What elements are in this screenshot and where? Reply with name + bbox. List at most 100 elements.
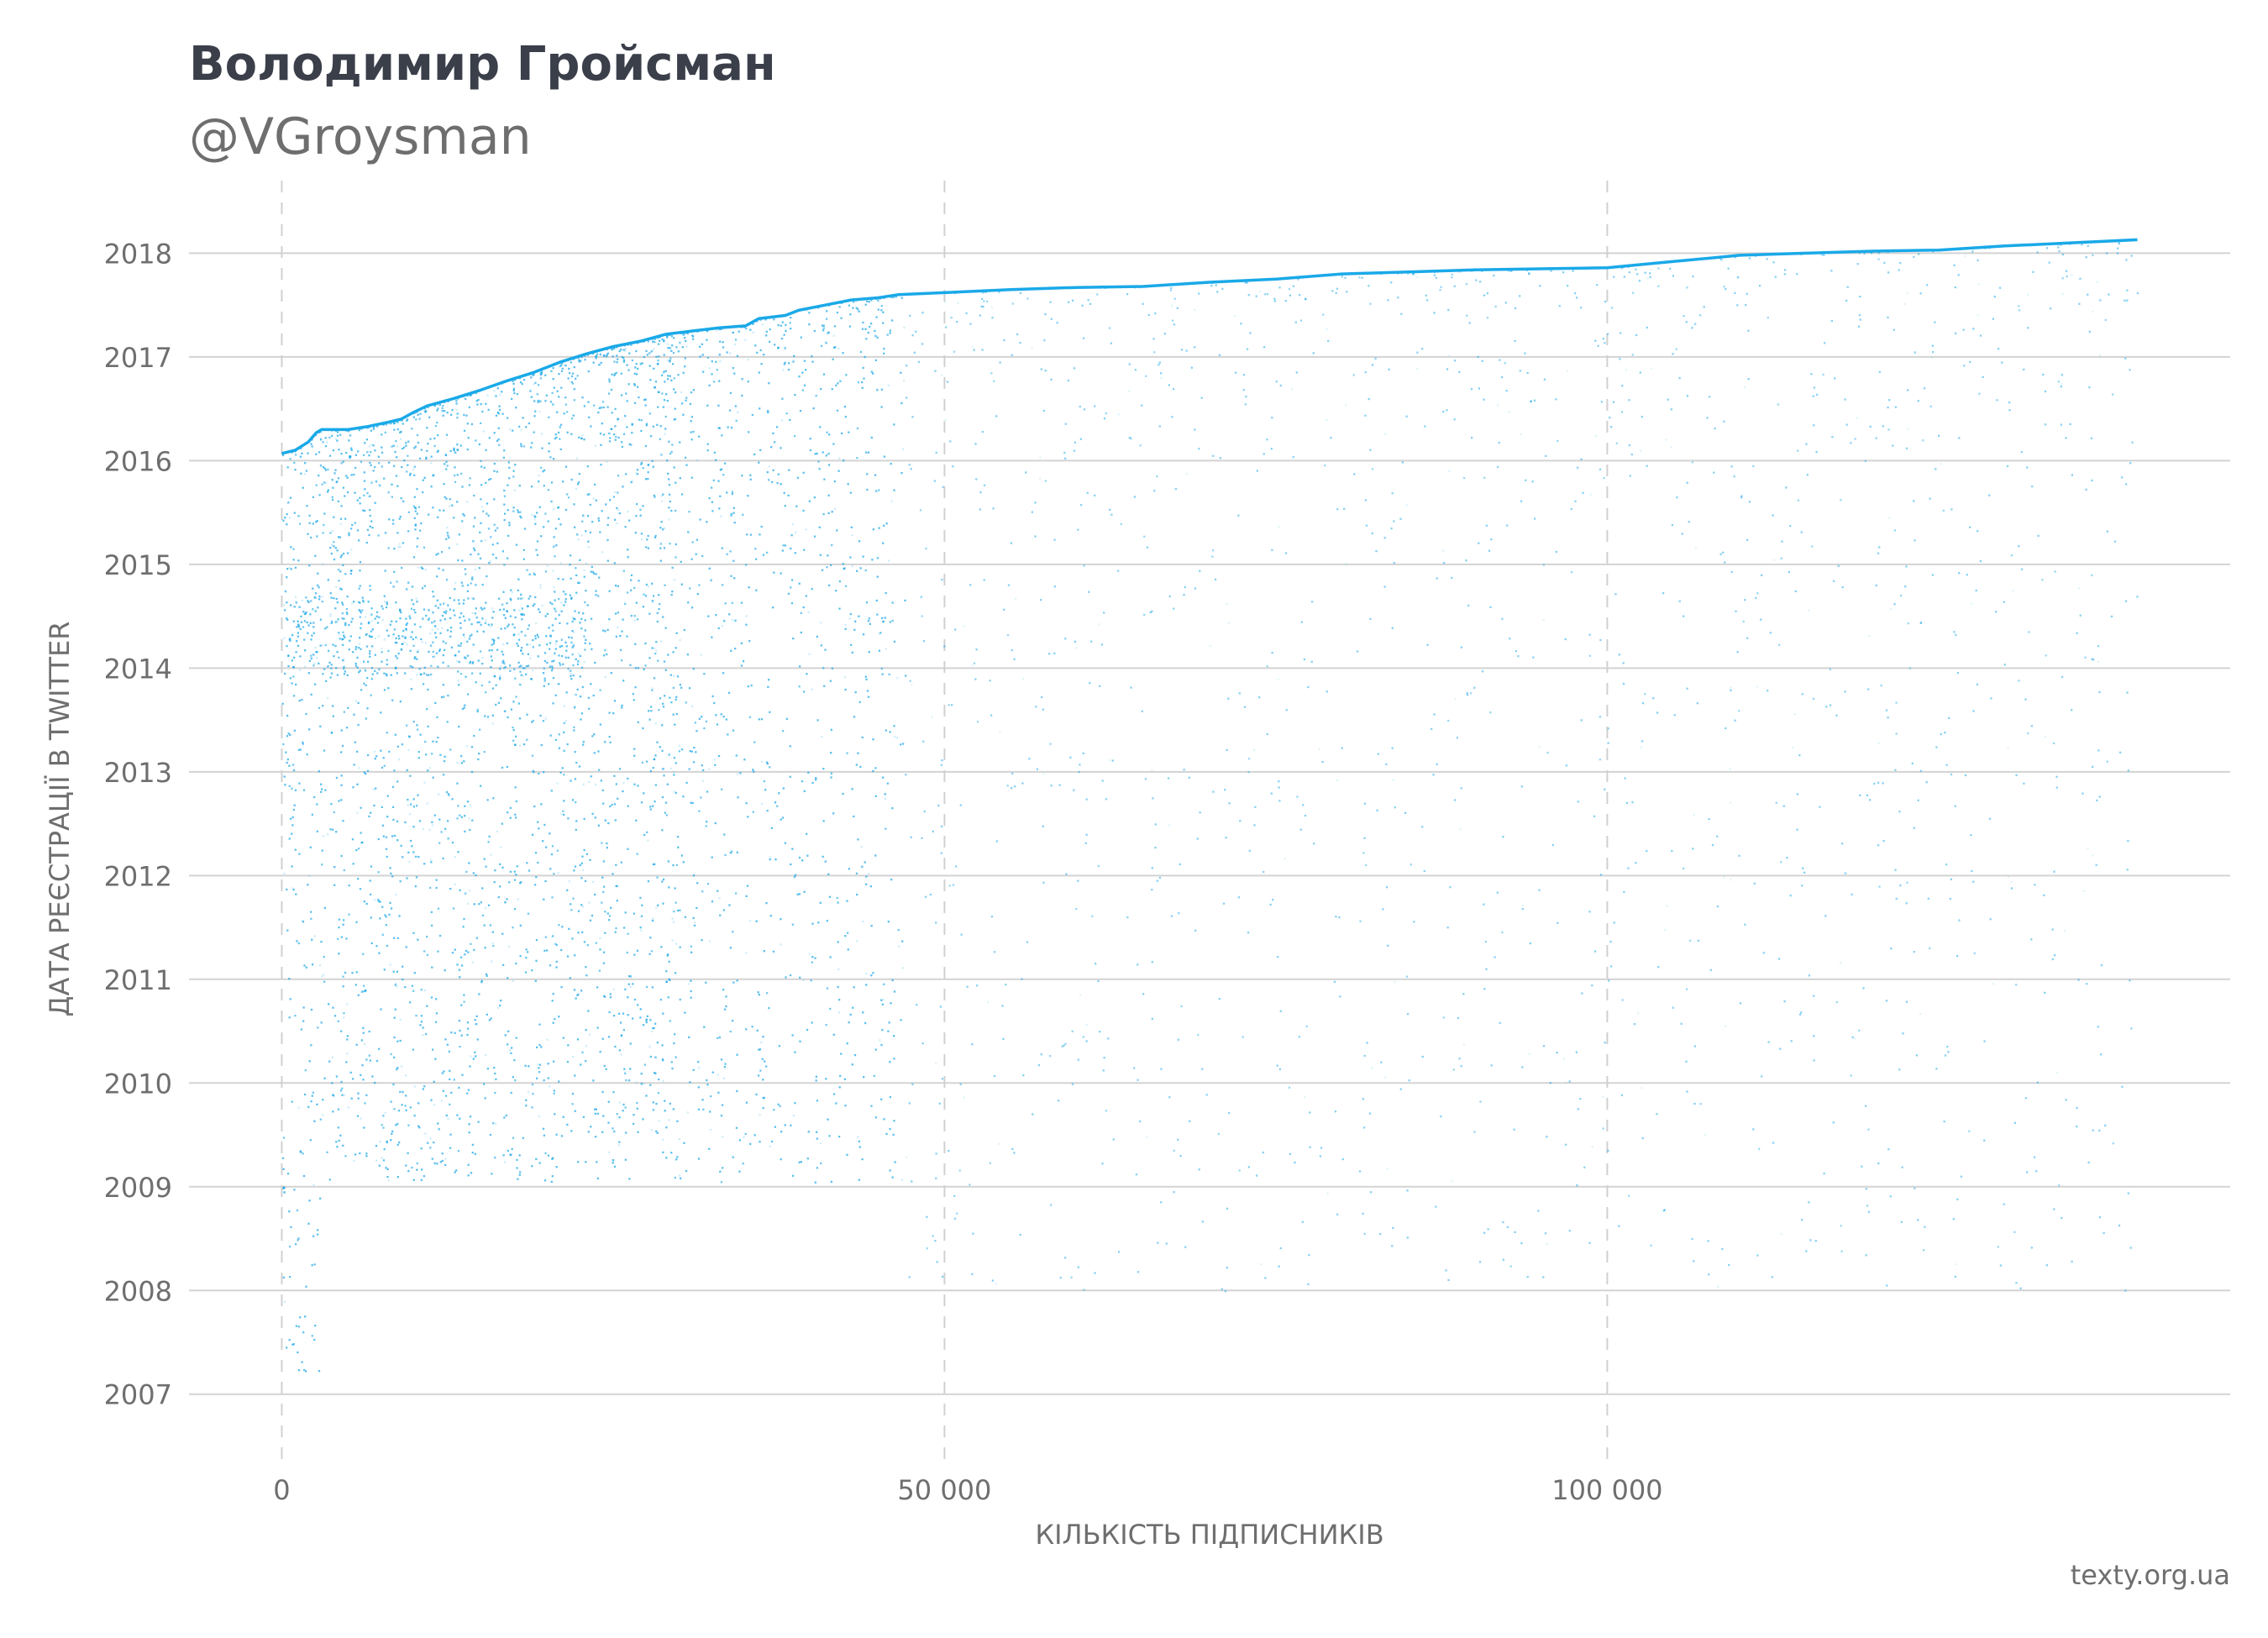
scatter-point <box>482 430 485 433</box>
scatter-point <box>1273 300 1276 302</box>
scatter-point <box>718 897 721 900</box>
scatter-point <box>574 865 577 868</box>
scatter-point <box>1199 811 1201 814</box>
scatter-point <box>1723 876 1725 879</box>
scatter-point <box>1442 549 1445 552</box>
scatter-point <box>1693 1102 1696 1105</box>
scatter-point <box>526 605 529 607</box>
scatter-point <box>668 1119 670 1121</box>
scatter-point <box>358 767 360 769</box>
scatter-point <box>1971 250 1974 253</box>
scatter-point <box>1151 769 1153 772</box>
scatter-point <box>839 1074 842 1077</box>
scatter-point <box>662 371 665 374</box>
scatter-point <box>1761 574 1763 576</box>
scatter-point <box>558 747 560 749</box>
scatter-point <box>719 914 722 916</box>
scatter-point <box>436 1163 438 1165</box>
scatter-point <box>370 444 373 446</box>
scatter-point <box>580 712 583 715</box>
scatter-point <box>499 394 501 396</box>
scatter-point <box>366 769 370 772</box>
scatter-point <box>1095 963 1097 965</box>
scatter-point <box>2118 243 2120 245</box>
scatter-point <box>678 1138 680 1141</box>
scatter-point <box>389 867 391 869</box>
scatter-point <box>598 519 601 522</box>
scatter-point <box>1537 1210 1540 1212</box>
scatter-point <box>890 500 893 502</box>
scatter-point <box>1234 315 1236 318</box>
scatter-point <box>981 431 984 433</box>
scatter-point <box>330 552 333 555</box>
scatter-point <box>381 824 385 827</box>
scatter-point <box>1406 504 1409 507</box>
scatter-point <box>749 478 752 480</box>
scatter-point <box>1640 746 1642 748</box>
scatter-point <box>308 522 311 524</box>
scatter-point <box>514 616 517 619</box>
scatter-point <box>454 883 456 885</box>
scatter-point <box>848 325 851 328</box>
scatter-point <box>325 481 328 484</box>
scatter-point <box>291 887 294 890</box>
scatter-point <box>761 323 764 326</box>
scatter-point <box>600 361 602 365</box>
scatter-point <box>315 453 318 455</box>
scatter-point <box>465 745 468 748</box>
scatter-point <box>2078 587 2081 590</box>
scatter-point <box>443 611 445 613</box>
scatter-point <box>544 717 547 720</box>
scatter-point <box>1905 902 1908 905</box>
scatter-point <box>509 806 512 809</box>
scatter-point <box>805 528 807 531</box>
scatter-point <box>338 927 340 929</box>
scatter-point <box>559 423 563 426</box>
scatter-point <box>1734 256 1736 259</box>
scatter-point <box>412 468 415 470</box>
scatter-point <box>463 636 465 638</box>
scatter-point <box>718 354 721 356</box>
scatter-point <box>397 545 400 548</box>
scatter-point <box>1117 413 1120 416</box>
scatter-point <box>1326 418 1328 421</box>
scatter-point <box>591 812 594 815</box>
scatter-point <box>381 647 383 650</box>
scatter-point <box>447 820 449 822</box>
scatter-point <box>454 856 456 858</box>
scatter-point <box>310 1044 312 1047</box>
scatter-point <box>396 745 399 748</box>
scatter-point <box>1839 962 1842 964</box>
scatter-point <box>594 893 596 896</box>
scatter-point <box>1454 698 1457 701</box>
scatter-point <box>502 608 505 611</box>
scatter-point <box>737 772 739 775</box>
scatter-point <box>449 1133 452 1136</box>
scatter-point <box>329 613 332 616</box>
scatter-point <box>572 643 575 646</box>
scatter-point <box>732 332 734 334</box>
scatter-point <box>587 546 590 549</box>
scatter-point <box>549 964 552 967</box>
scatter-point <box>475 391 477 395</box>
scatter-point <box>319 644 322 647</box>
scatter-point <box>437 793 440 795</box>
scatter-point <box>893 423 895 426</box>
scatter-point <box>1496 404 1499 407</box>
scatter-point <box>320 437 323 439</box>
scatter-point <box>346 1003 349 1005</box>
scatter-point <box>1737 276 1740 278</box>
scatter-point <box>1562 1058 1565 1060</box>
scatter-point <box>941 579 943 581</box>
scatter-point <box>672 921 675 923</box>
scatter-point <box>468 890 471 892</box>
scatter-point <box>768 465 770 468</box>
scatter-point <box>1570 507 1572 511</box>
scatter-point <box>2092 310 2094 312</box>
scatter-point <box>598 364 601 366</box>
scatter-point <box>307 672 310 675</box>
scatter-point <box>654 1056 657 1058</box>
scatter-point <box>363 990 365 993</box>
scatter-point <box>1870 251 1872 254</box>
scatter-point <box>1906 292 1908 295</box>
